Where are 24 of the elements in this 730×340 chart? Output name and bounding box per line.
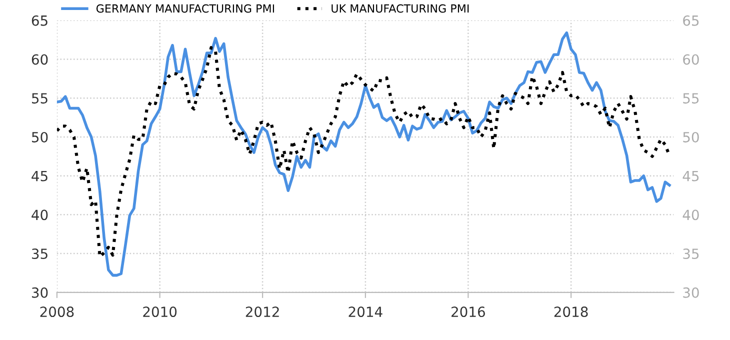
y-tick-label: 60 [32, 54, 48, 65]
y-tick-label: 45 [32, 170, 48, 182]
x-tick-label: 2016 [452, 306, 485, 318]
y2-tick-label: 30 [683, 287, 699, 298]
y2-tick-label: 35 [683, 248, 699, 260]
y2-tick-label: 60 [683, 54, 699, 65]
x-tick-label: 2012 [246, 306, 279, 318]
x-tick-label: 2018 [554, 306, 588, 318]
y2-tick-label: 45 [682, 170, 699, 182]
x-tick-label: 2010 [143, 306, 177, 318]
y2-tick-label: 50 [683, 132, 699, 142]
x-tick-label: 2008 [40, 306, 74, 318]
y2-tick-label: 40 [682, 210, 699, 220]
y2-tick-label: 55 [683, 93, 699, 104]
y-tick-label: 40 [32, 210, 48, 220]
y2-tick-label: 65 [683, 15, 699, 26]
y-tick-label: 35 [32, 248, 48, 260]
legend-label: UK MANUFACTURING PMI [332, 4, 469, 13]
y-tick-label: 30 [32, 287, 48, 298]
y-tick-label: 65 [32, 15, 48, 26]
x-tick-label: 2014 [348, 306, 382, 318]
legend-label: GERMANY MANUFACTURING PMI [96, 4, 274, 13]
y-tick-label: 55 [32, 93, 48, 104]
y-tick-label: 50 [32, 132, 48, 142]
